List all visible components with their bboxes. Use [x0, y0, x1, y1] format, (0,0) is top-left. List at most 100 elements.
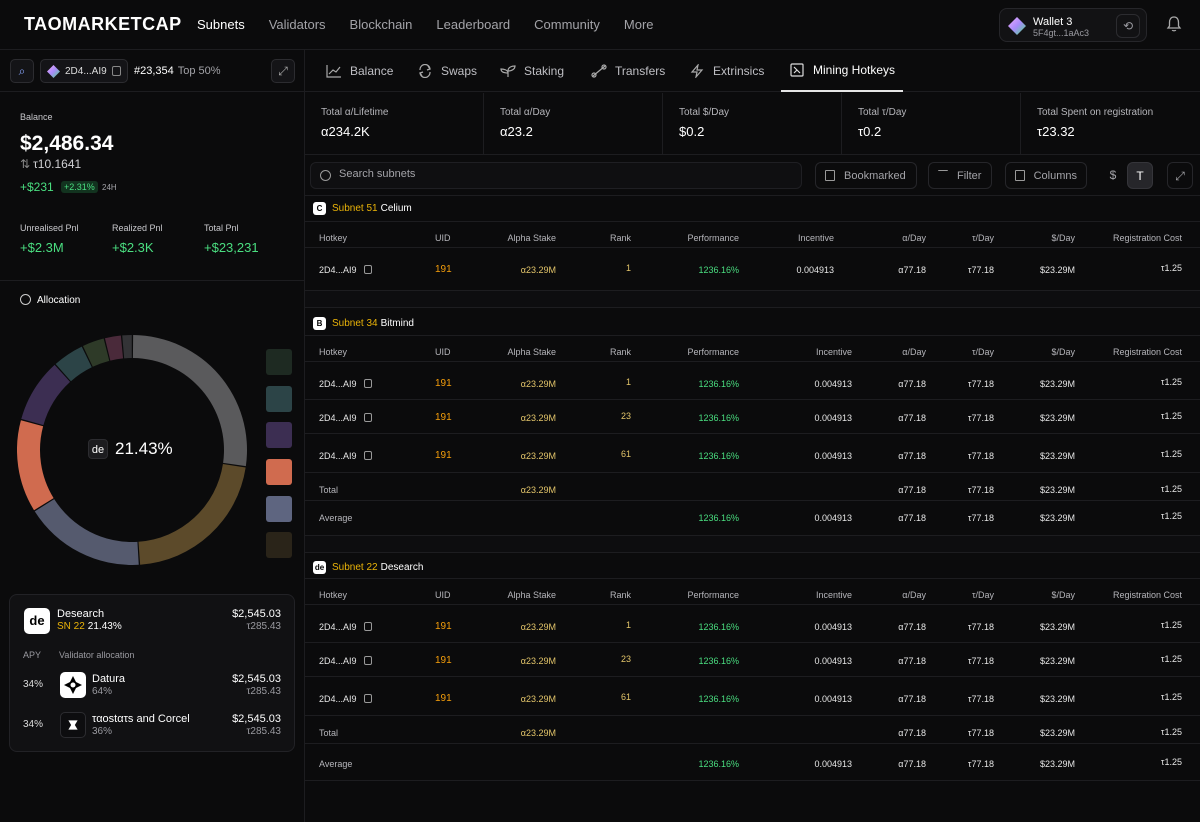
account-tabs: Balance Swaps Staking Transfers Extrinsi…: [305, 50, 1200, 92]
tab-extrinsics[interactable]: Extrinsics: [689, 50, 764, 92]
incentive-value: 0.004913: [796, 265, 834, 275]
donut-segment[interactable]: [82, 338, 110, 367]
validator-tao: τ285.43: [246, 686, 281, 697]
donut-segment[interactable]: [138, 463, 246, 565]
average-performance: 1236.16%: [698, 513, 739, 523]
currency-usd-toggle[interactable]: $: [1109, 168, 1117, 182]
wallet-selector[interactable]: Wallet 3 5F4gt...1aAc3 ⟲: [999, 8, 1147, 42]
tab-balance[interactable]: Balance: [326, 50, 393, 92]
donut-segment[interactable]: [55, 346, 92, 382]
subnet-detail-card[interactable]: de Desearch SN 22 21.43% $2,545.03 τ285.4…: [9, 594, 295, 752]
performance-value: 1236.16%: [698, 656, 739, 666]
wallet-gem-icon: [1008, 17, 1026, 35]
apy-header: APY: [23, 650, 42, 660]
alpha-stake-value: α23.29M: [520, 451, 556, 461]
allocation-swatch[interactable]: [266, 422, 292, 448]
hotkey-address: 2D4...AI9: [319, 413, 372, 423]
incentive-value: 0.004913: [814, 451, 852, 461]
datura-icon: [60, 672, 86, 698]
allocation-swatch[interactable]: [266, 532, 292, 558]
uid-value: 191: [435, 264, 452, 275]
average-tao-per-day: τ77.18: [967, 759, 994, 769]
tab-label: Balance: [350, 64, 394, 78]
balance-tao-value: τ10.1641: [33, 157, 82, 171]
account-rank: #23,354 Top 50%: [134, 65, 221, 77]
hotkey-address: 2D4...AI9: [319, 656, 372, 666]
column-header-rank: Rank: [609, 590, 631, 600]
allocation-swatch[interactable]: [266, 386, 292, 412]
uid-value: 191: [435, 655, 452, 666]
search-input[interactable]: [339, 168, 789, 180]
stat-label: Total α/Lifetime: [321, 107, 389, 118]
expand-icon[interactable]: ⤢: [271, 59, 295, 83]
filter-button[interactable]: Filter: [928, 162, 992, 189]
column-header-alpha-per-day: α/Day: [902, 347, 926, 357]
copy-icon[interactable]: [363, 265, 372, 274]
allocation-swatch[interactable]: [266, 496, 292, 522]
taostats-icon: [60, 712, 86, 738]
copy-icon[interactable]: [112, 66, 121, 76]
usd-per-day-value: $23.29M: [1039, 379, 1075, 389]
columns-button[interactable]: Columns: [1005, 162, 1087, 189]
subnet-section-title[interactable]: de Subnet 22 Desearch: [313, 561, 423, 574]
nav-more[interactable]: More: [623, 17, 654, 32]
balance-change: +$231: [20, 180, 54, 194]
fullscreen-icon[interactable]: ⤢: [1167, 162, 1193, 189]
allocation-donut-chart[interactable]: [17, 335, 247, 565]
nav-leaderboard[interactable]: Leaderboard: [436, 17, 511, 32]
notifications-bell-icon[interactable]: [1165, 15, 1183, 33]
bookmarked-button[interactable]: Bookmarked: [815, 162, 917, 189]
copy-icon[interactable]: [363, 656, 372, 665]
nav-validators[interactable]: Validators: [268, 17, 326, 32]
performance-value: 1236.16%: [698, 265, 739, 275]
copy-icon[interactable]: [363, 379, 372, 388]
average-registration-cost: τ1.25: [1160, 757, 1182, 767]
nav-blockchain[interactable]: Blockchain: [349, 17, 413, 32]
validator-usd: $2,545.03: [232, 673, 281, 685]
copy-icon[interactable]: [363, 413, 372, 422]
account-gem-icon: [47, 65, 60, 78]
subnet-tao: τ285.43: [246, 621, 281, 632]
donut-segment[interactable]: [104, 335, 124, 361]
column-header-performance: Performance: [687, 233, 739, 243]
subnet-name: Bitmind: [380, 318, 414, 329]
usd-per-day-value: $23.29M: [1039, 622, 1075, 632]
registration-cost-value: τ1.25: [1160, 411, 1182, 421]
column-header-performance: Performance: [687, 347, 739, 357]
column-header-usd-per-day: $/Day: [1051, 233, 1075, 243]
tab-staking[interactable]: Staking: [500, 50, 564, 92]
search-icon[interactable]: ⌕: [10, 59, 34, 83]
copy-icon[interactable]: [363, 694, 372, 703]
tao-per-day-value: τ77.18: [967, 451, 994, 461]
donut-segment[interactable]: [21, 364, 71, 426]
tab-swaps[interactable]: Swaps: [417, 50, 477, 92]
tab-mining-hotkeys[interactable]: Mining Hotkeys: [781, 50, 904, 92]
nav-subnets[interactable]: Subnets: [197, 17, 245, 32]
rank-value: 1: [625, 620, 631, 630]
account-address-pill[interactable]: 2D4...AI9: [40, 59, 128, 83]
brand-logo[interactable]: TAOMARKETCAP: [24, 14, 182, 34]
row-divider: [305, 221, 1200, 222]
subnet-pct: 21.43%: [87, 621, 122, 632]
tab-transfers[interactable]: Transfers: [591, 50, 665, 92]
switch-wallet-icon[interactable]: ⟲: [1116, 14, 1140, 38]
copy-icon[interactable]: [363, 622, 372, 631]
donut-segment[interactable]: [122, 335, 132, 359]
donut-segment[interactable]: [34, 499, 139, 565]
donut-segment[interactable]: [132, 335, 247, 467]
registration-cost-value: τ1.25: [1160, 692, 1182, 702]
subnet-section-title[interactable]: C Subnet 51 Celium: [313, 202, 412, 215]
average-tao-per-day: τ77.18: [967, 513, 994, 523]
subnet-name: Desearch: [57, 608, 105, 620]
balance-tao: ⇅ τ10.1641: [20, 157, 81, 171]
subnet-section-title[interactable]: B Subnet 34 Bitmind: [313, 317, 414, 330]
currency-tao-toggle[interactable]: T: [1127, 162, 1153, 189]
allocation-swatch[interactable]: [266, 459, 292, 485]
total-alpha-per-day: α77.18: [898, 728, 926, 738]
incentive-value: 0.004913: [814, 694, 852, 704]
allocation-swatch[interactable]: [266, 349, 292, 375]
nav-community[interactable]: Community: [534, 17, 600, 32]
validator-tao: τ285.43: [246, 726, 281, 737]
donut-segment[interactable]: [17, 420, 54, 511]
copy-icon[interactable]: [363, 451, 372, 460]
